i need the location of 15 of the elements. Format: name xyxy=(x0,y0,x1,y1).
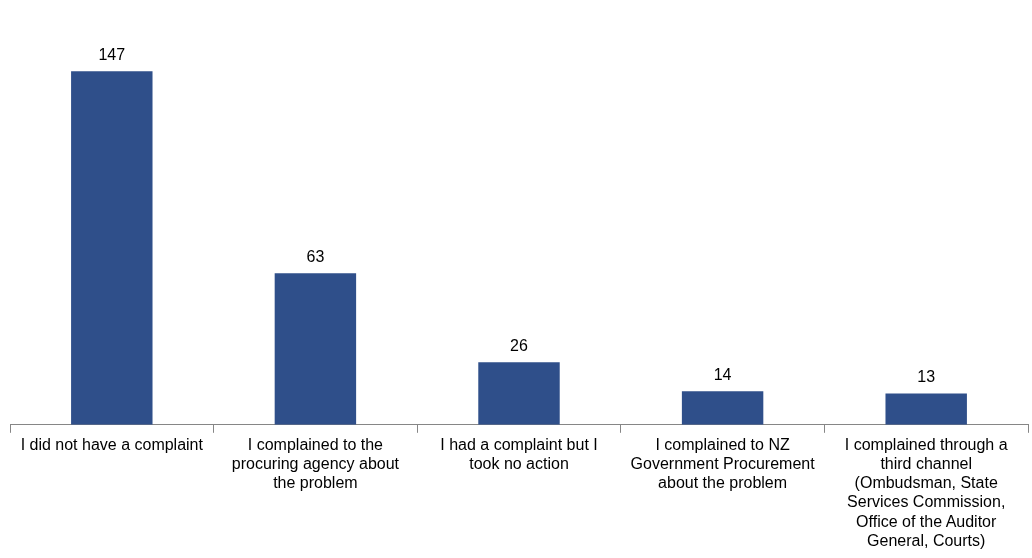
data-label: 13 xyxy=(917,367,936,385)
bar xyxy=(71,71,153,425)
bar xyxy=(885,393,967,425)
bar xyxy=(681,391,764,425)
data-label: 63 xyxy=(306,247,325,265)
data-label: 26 xyxy=(510,336,528,354)
x-tick-label: I did not have a complaint xyxy=(20,435,204,453)
x-tick-label: I complained to NZ Government Procurement about the problem xyxy=(630,435,816,492)
x-tick-label: I had a complaint but I took no action xyxy=(440,435,598,473)
bar xyxy=(274,273,357,425)
data-label: 14 xyxy=(713,365,732,383)
x-tick-label: I complained to the procuring agency about the problem xyxy=(231,435,400,492)
x-tick-label: I complained through a third channel (Ombudsman, State Services Commission, Office of the Auditor General, Courts) xyxy=(844,435,1008,549)
data-label: 147 xyxy=(98,45,126,63)
bar xyxy=(478,362,560,425)
